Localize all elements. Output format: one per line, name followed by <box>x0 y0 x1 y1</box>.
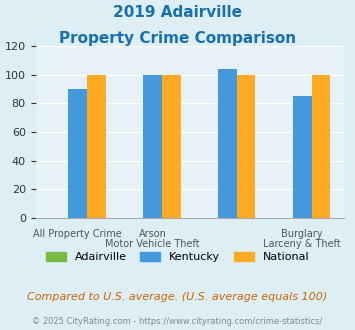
Bar <box>143 75 162 218</box>
Legend: Adairville, Kentucky, National: Adairville, Kentucky, National <box>42 248 313 267</box>
Bar <box>162 75 181 218</box>
Bar <box>218 69 237 218</box>
Bar <box>87 75 106 218</box>
Text: All Property Crime: All Property Crime <box>33 229 122 239</box>
Text: 2019 Adairville: 2019 Adairville <box>113 5 242 20</box>
Bar <box>237 75 256 218</box>
Text: © 2025 CityRating.com - https://www.cityrating.com/crime-statistics/: © 2025 CityRating.com - https://www.city… <box>32 317 323 326</box>
Bar <box>293 96 312 218</box>
Text: Arson: Arson <box>138 229 166 239</box>
Text: Motor Vehicle Theft: Motor Vehicle Theft <box>105 239 200 249</box>
Bar <box>68 89 87 218</box>
Text: Larceny & Theft: Larceny & Theft <box>263 239 341 249</box>
Text: Compared to U.S. average. (U.S. average equals 100): Compared to U.S. average. (U.S. average … <box>27 292 328 302</box>
Text: Property Crime Comparison: Property Crime Comparison <box>59 31 296 46</box>
Text: Burglary: Burglary <box>282 229 323 239</box>
Bar <box>312 75 330 218</box>
